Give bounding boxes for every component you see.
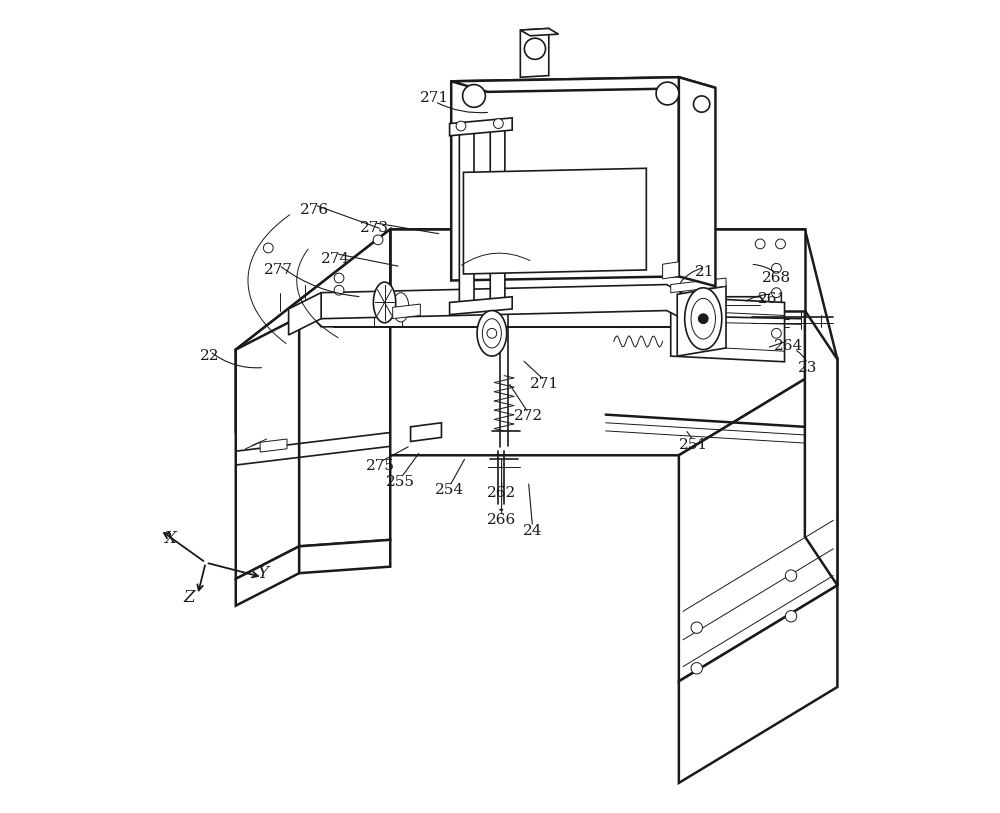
Text: 22: 22 bbox=[200, 349, 220, 363]
Polygon shape bbox=[691, 622, 702, 633]
Text: 272: 272 bbox=[514, 409, 543, 424]
Polygon shape bbox=[772, 328, 781, 338]
Text: 271: 271 bbox=[530, 376, 559, 391]
Polygon shape bbox=[263, 243, 273, 253]
Polygon shape bbox=[393, 293, 409, 322]
Text: 264: 264 bbox=[774, 338, 803, 353]
Text: 23: 23 bbox=[798, 361, 817, 376]
Polygon shape bbox=[393, 304, 420, 319]
Polygon shape bbox=[334, 285, 344, 295]
Polygon shape bbox=[755, 239, 765, 249]
Polygon shape bbox=[698, 314, 708, 324]
Polygon shape bbox=[482, 319, 501, 348]
Polygon shape bbox=[490, 125, 505, 310]
Text: 275: 275 bbox=[366, 459, 395, 473]
Polygon shape bbox=[785, 570, 797, 581]
Polygon shape bbox=[671, 278, 726, 293]
Polygon shape bbox=[772, 263, 781, 273]
Polygon shape bbox=[463, 168, 646, 274]
Polygon shape bbox=[679, 585, 837, 783]
Polygon shape bbox=[463, 85, 485, 107]
Polygon shape bbox=[679, 77, 715, 286]
Text: 274: 274 bbox=[321, 251, 350, 266]
Text: 276: 276 bbox=[300, 202, 329, 217]
Text: 273: 273 bbox=[359, 220, 388, 235]
Text: 262: 262 bbox=[487, 486, 516, 501]
Polygon shape bbox=[236, 229, 837, 455]
Polygon shape bbox=[785, 611, 797, 622]
Polygon shape bbox=[451, 77, 715, 92]
Text: 251: 251 bbox=[679, 437, 708, 452]
Polygon shape bbox=[772, 288, 781, 298]
Polygon shape bbox=[677, 286, 726, 356]
Polygon shape bbox=[520, 28, 549, 77]
Polygon shape bbox=[663, 262, 679, 279]
Polygon shape bbox=[691, 663, 702, 674]
Text: 255: 255 bbox=[386, 475, 415, 489]
Polygon shape bbox=[685, 288, 722, 350]
Polygon shape bbox=[260, 439, 287, 452]
Polygon shape bbox=[456, 121, 466, 131]
Polygon shape bbox=[451, 77, 679, 280]
Polygon shape bbox=[236, 317, 299, 579]
Text: X: X bbox=[164, 530, 176, 546]
Polygon shape bbox=[334, 273, 344, 283]
Polygon shape bbox=[691, 298, 715, 339]
Polygon shape bbox=[459, 128, 474, 313]
Polygon shape bbox=[450, 297, 512, 315]
Text: 261: 261 bbox=[758, 292, 787, 307]
Text: Y: Y bbox=[257, 565, 268, 581]
Polygon shape bbox=[236, 229, 390, 431]
Polygon shape bbox=[656, 82, 679, 105]
Text: 24: 24 bbox=[523, 524, 542, 538]
Polygon shape bbox=[390, 229, 805, 311]
Polygon shape bbox=[693, 96, 710, 112]
Polygon shape bbox=[309, 297, 776, 327]
Text: Z: Z bbox=[184, 589, 195, 606]
Polygon shape bbox=[289, 293, 321, 335]
Text: 21: 21 bbox=[695, 265, 715, 280]
Polygon shape bbox=[373, 282, 396, 323]
Polygon shape bbox=[411, 423, 441, 441]
Text: 268: 268 bbox=[762, 271, 791, 285]
Polygon shape bbox=[477, 311, 507, 356]
Polygon shape bbox=[524, 38, 546, 59]
Polygon shape bbox=[321, 285, 703, 329]
Polygon shape bbox=[671, 297, 785, 362]
Text: 266: 266 bbox=[487, 513, 516, 528]
Polygon shape bbox=[299, 540, 390, 573]
Polygon shape bbox=[450, 118, 512, 136]
Polygon shape bbox=[805, 311, 837, 585]
Polygon shape bbox=[299, 311, 390, 546]
Polygon shape bbox=[520, 28, 559, 36]
Polygon shape bbox=[776, 239, 785, 249]
Polygon shape bbox=[373, 235, 383, 245]
Text: 271: 271 bbox=[420, 90, 450, 105]
Polygon shape bbox=[493, 119, 503, 128]
Text: 277: 277 bbox=[264, 263, 293, 277]
Polygon shape bbox=[679, 359, 837, 681]
Polygon shape bbox=[487, 328, 497, 338]
Polygon shape bbox=[236, 546, 299, 606]
Text: 254: 254 bbox=[435, 483, 464, 498]
